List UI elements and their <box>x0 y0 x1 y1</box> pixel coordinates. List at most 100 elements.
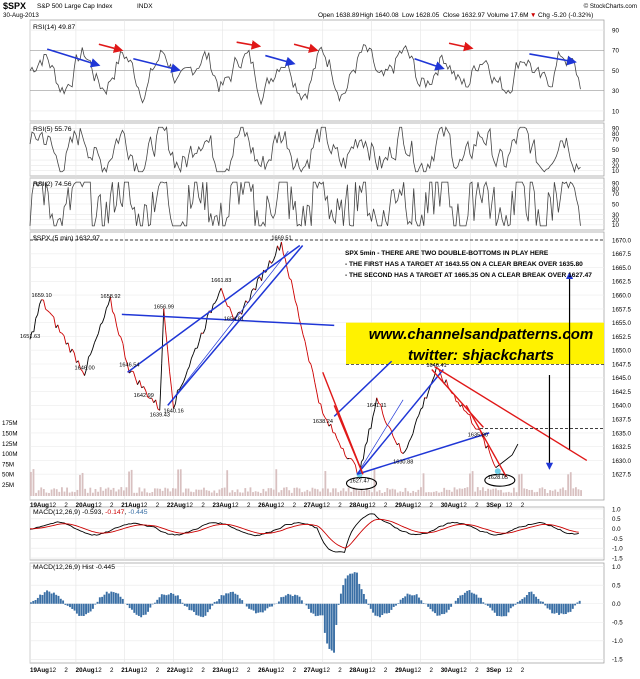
price-segment <box>384 420 388 425</box>
volume-bar <box>479 490 482 496</box>
x-axis-label: 12 <box>460 502 467 509</box>
price-segment <box>33 318 37 332</box>
hist-bar <box>43 592 46 604</box>
hist-bar <box>500 603 503 617</box>
hist-bar <box>574 603 577 606</box>
price-tick-label: 1632.5 <box>612 444 631 451</box>
rsi14-tick-label: 50 <box>612 68 619 75</box>
hist-bar <box>140 603 143 618</box>
price-segment <box>122 343 126 358</box>
volume-bar <box>533 492 536 496</box>
volume-bar <box>249 487 252 496</box>
blue-trendline <box>121 313 335 327</box>
volume-bar <box>456 489 458 496</box>
volume-bars <box>30 469 582 496</box>
price-segment <box>51 314 55 318</box>
volume-bar <box>120 487 123 496</box>
price-segment <box>338 442 342 449</box>
annotation-title: SPX 5min - THERE ARE TWO DOUBLE-BOTTOMS … <box>345 250 549 257</box>
hist-bar <box>454 600 457 604</box>
hist-bar <box>298 596 301 604</box>
hist-bar <box>222 595 225 604</box>
volume-bar <box>135 492 138 496</box>
volume-bar <box>218 489 221 496</box>
volume-bar <box>102 490 105 496</box>
price-tick-label: 1665.0 <box>612 265 631 272</box>
price-level-label: 1654.81 <box>224 317 244 323</box>
price-segment <box>190 353 194 359</box>
volume-bar <box>280 490 283 496</box>
price-segment <box>465 411 469 415</box>
hist-bar <box>406 593 409 604</box>
volume-bar <box>339 490 342 496</box>
x-axis-label: 21Aug <box>121 667 140 674</box>
price-segment <box>218 287 222 293</box>
price-segment <box>201 332 204 334</box>
price-segment <box>418 409 422 416</box>
rsi5-tick-label: 30 <box>612 158 619 165</box>
volume-bar <box>148 492 151 496</box>
volume-bar <box>259 492 262 496</box>
price-segment <box>90 349 93 355</box>
hist-bar <box>516 601 519 604</box>
rsi-divergence-arrow <box>414 58 445 71</box>
price-tick-label: 1635.0 <box>612 430 631 437</box>
volume-bar <box>401 491 404 496</box>
hist-bar <box>110 591 113 604</box>
price-segment <box>314 382 318 393</box>
volume-bar <box>536 491 539 496</box>
price-segment <box>426 391 429 399</box>
x-axis-label: 3Sep <box>486 667 501 674</box>
hist-bar <box>204 603 207 616</box>
hist-bar <box>82 603 85 616</box>
volume-tick-label: 50M <box>2 472 14 479</box>
x-axis-label: 12 <box>323 502 330 509</box>
volume-bar <box>298 488 301 496</box>
price-segment <box>255 278 259 291</box>
price-segment <box>100 322 103 326</box>
price-segment <box>192 348 196 354</box>
volume-bar <box>383 491 386 496</box>
volume-bar <box>425 492 427 496</box>
hist-bar <box>544 603 547 606</box>
volume-bar <box>267 488 270 496</box>
price-segment <box>175 390 178 404</box>
x-axis-label: 12 <box>369 502 376 509</box>
blue-trendline <box>127 244 301 373</box>
hist-bar <box>429 603 432 610</box>
hist-bar <box>512 603 515 607</box>
volume-bar <box>71 491 74 496</box>
rsi5-tick-label: 70 <box>612 136 619 143</box>
volume-bar <box>301 492 304 496</box>
price-segment <box>237 311 240 314</box>
price-segment <box>414 418 418 426</box>
volume-bar <box>368 489 371 496</box>
double-bottom-circle <box>484 473 516 487</box>
hist-bar <box>385 603 388 614</box>
price-tick-label: 1662.5 <box>612 279 631 286</box>
price-segment <box>259 276 262 282</box>
x-axis-label: 12 <box>323 667 330 674</box>
x-axis-label: 2 <box>475 502 479 509</box>
price-segment <box>37 304 41 315</box>
volume-tick-label: 150M <box>2 431 17 438</box>
price-segment <box>394 440 398 445</box>
rsi-overbought-arrow <box>236 40 262 50</box>
hist-bar <box>383 603 386 614</box>
x-axis-label: 12 <box>277 667 284 674</box>
price-segment <box>167 349 171 372</box>
volume-bar <box>422 473 425 496</box>
price-segment <box>487 445 491 453</box>
volume-bar <box>484 491 487 496</box>
hist-bar <box>413 595 416 604</box>
price-level-label: 1656.99 <box>154 305 174 311</box>
x-axis-label: 20Aug <box>76 667 95 674</box>
hist-bar <box>482 602 485 604</box>
hist-bar <box>535 596 538 604</box>
volume-bar <box>466 487 469 496</box>
price-segment <box>388 426 392 430</box>
watermark-twitter: twitter: shjackcharts <box>408 347 554 364</box>
hist-bar <box>245 603 248 607</box>
price-segment <box>364 441 368 446</box>
hist-bar <box>121 598 124 604</box>
